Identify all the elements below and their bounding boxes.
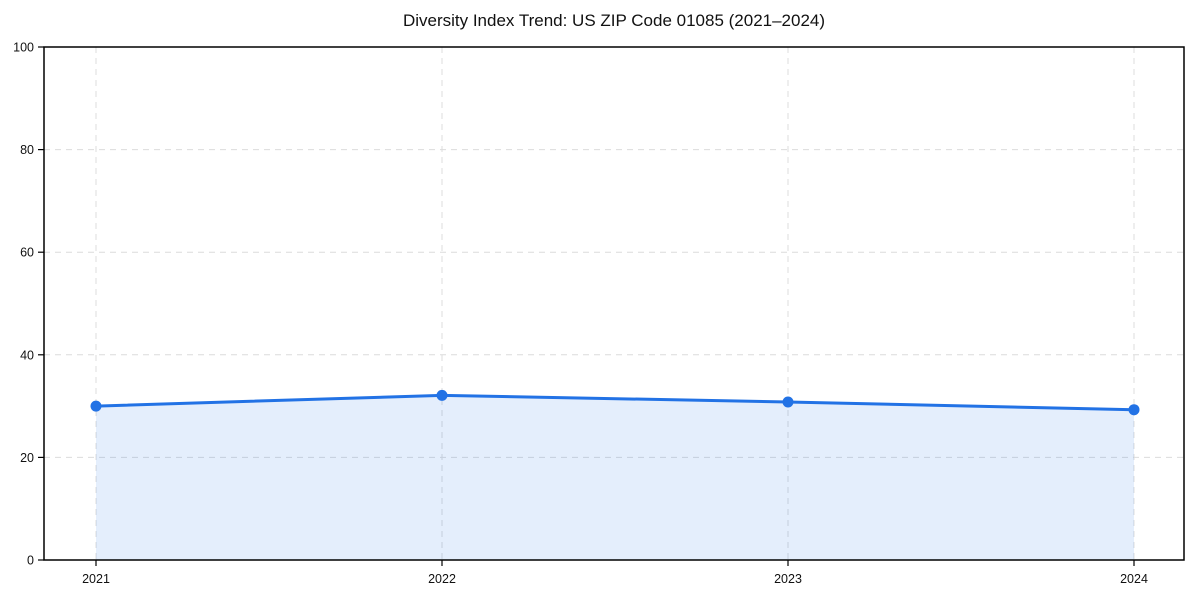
data-point-2023 xyxy=(782,396,794,408)
y-tick-label: 40 xyxy=(20,348,34,362)
y-tick-label: 60 xyxy=(20,246,34,260)
data-point-2021 xyxy=(90,400,102,412)
x-tick-label: 2024 xyxy=(1120,572,1148,586)
x-tick-label: 2023 xyxy=(774,572,802,586)
x-tick-label: 2022 xyxy=(428,572,456,586)
y-tick-label: 80 xyxy=(20,143,34,157)
data-point-2022 xyxy=(436,389,448,401)
area-fill xyxy=(96,395,1134,560)
x-tick-label: 2021 xyxy=(82,572,110,586)
data-point-2024 xyxy=(1128,404,1140,416)
trend-line xyxy=(94,393,1136,412)
y-tick-label: 0 xyxy=(27,554,34,568)
chart-title: Diversity Index Trend: US ZIP Code 01085… xyxy=(402,11,826,30)
plot-border xyxy=(43,46,1185,561)
y-tick-label: 100 xyxy=(13,41,34,55)
y-tick-label: 20 xyxy=(20,451,34,465)
